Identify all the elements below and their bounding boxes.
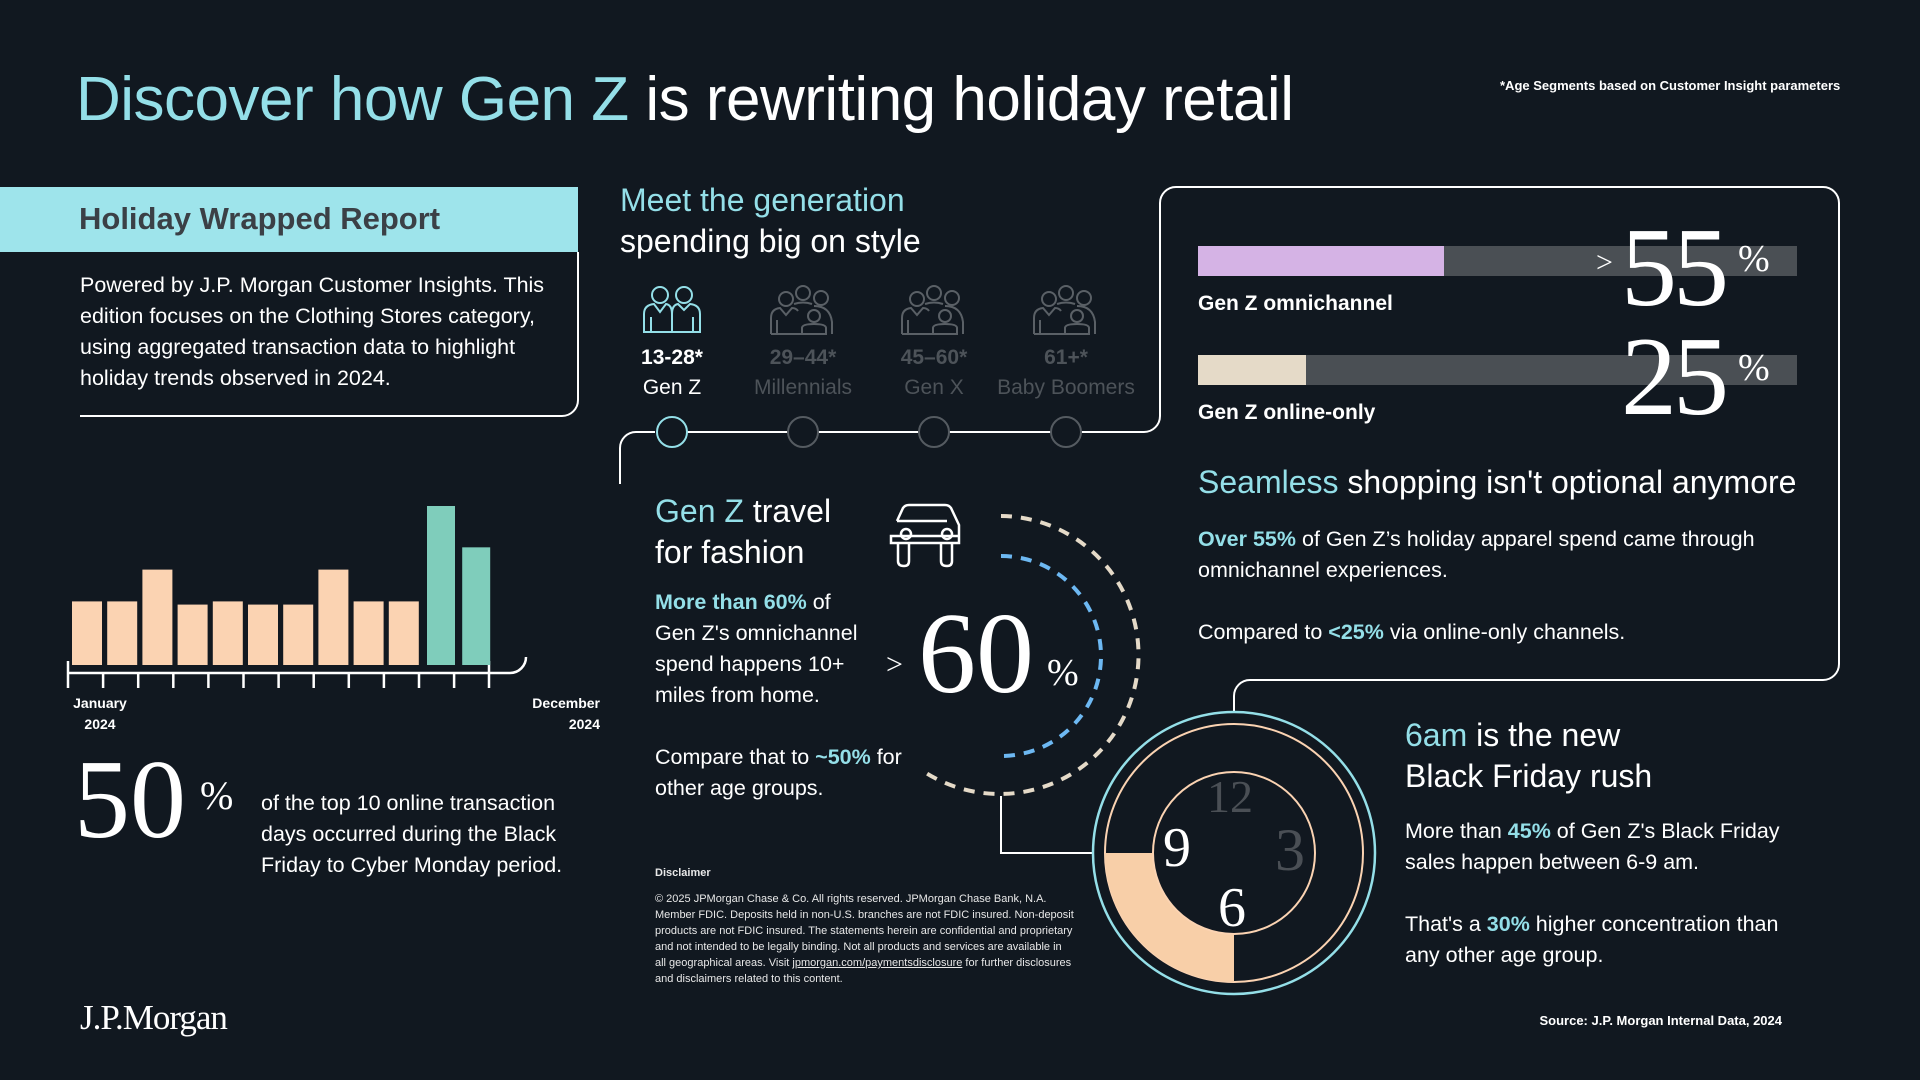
rush-heading: 6am is the new Black Friday rush: [1405, 717, 1653, 794]
channel-prefix: >: [1596, 246, 1613, 279]
stat-50-unit: %: [200, 773, 234, 818]
channel-bar-track: [1198, 246, 1797, 276]
segment-range: 45–60*: [900, 346, 968, 369]
rush-text-2: That's a 30% higher concentration than a…: [1405, 912, 1779, 967]
clock-12: 12: [1207, 771, 1253, 822]
bar-2: [107, 601, 138, 665]
travel-text-1: More than 60% of Gen Z's omnichannel spe…: [655, 590, 858, 707]
seamless-heading: Seamless shopping isn't optional anymore: [1198, 464, 1797, 500]
channel-label: Gen Z online-only: [1198, 401, 1376, 424]
family-icon: [901, 285, 964, 335]
bar-10: [388, 601, 419, 665]
rush-text-1: More than 45% of Gen Z's Black Friday sa…: [1405, 819, 1780, 874]
clock-6: 6: [1218, 877, 1246, 939]
clock-6-9-wedge: [1105, 853, 1234, 982]
jpmorgan-logo: J.P.Morgan: [80, 998, 228, 1037]
chart-end-label: December 2024: [532, 695, 600, 732]
channel-unit: %: [1738, 238, 1770, 280]
page-title: Discover how Gen Z is rewriting holiday …: [76, 65, 1294, 134]
disclaimer: Disclaimer © 2025 JPMorgan Chase & Co. Al…: [655, 867, 1074, 985]
outer-dashed-arc: [918, 514, 1141, 796]
family-people-icons: [770, 285, 1096, 335]
segment-1[interactable]: 13-28* Gen Z: [592, 346, 752, 400]
stat-60-unit: %: [1047, 652, 1079, 694]
clock-9: 9: [1163, 817, 1191, 879]
stat-60-prefix: >: [886, 648, 903, 681]
bar-8: [318, 569, 349, 665]
channel-label: Gen Z omnichannel: [1198, 292, 1393, 315]
channel-bar-fill: [1198, 246, 1444, 276]
segment-4[interactable]: 61+* Baby Boomers: [986, 346, 1146, 400]
seamless-text-1: Over 55% of Gen Z’s holiday apparel spen…: [1198, 527, 1755, 582]
segment-name: Gen Z: [642, 376, 702, 399]
disclosure-link[interactable]: jpmorgan.com/paymentsdisclosure: [792, 957, 963, 969]
stat-60-value: 60: [918, 590, 1034, 718]
generation-heading: Meet the generation spending big on style: [620, 182, 921, 259]
channel-value: 55: [1621, 206, 1729, 330]
car-icon: [889, 503, 961, 568]
bar-11: [427, 506, 455, 665]
channel-bar-fill: [1198, 355, 1306, 385]
segment-3[interactable]: 45–60* Gen X: [854, 346, 1014, 400]
travel-heading: Gen Z travel for fashion: [655, 493, 832, 570]
timeline-dots: [656, 416, 1082, 448]
stat-50-text: of the top 10 online transaction days oc…: [261, 791, 563, 877]
clock-graphic: [1091, 710, 1377, 996]
bar-4: [177, 604, 208, 665]
family-icon: [770, 285, 833, 335]
channel-unit: %: [1738, 347, 1770, 389]
bar-3: [142, 569, 173, 665]
source: Source: J.P. Morgan Internal Data, 2024: [1539, 1013, 1782, 1028]
segment-2[interactable]: 29–44* Millennials: [723, 346, 883, 400]
chart-start-label: January 2024: [73, 695, 127, 732]
channel-value: 25: [1621, 315, 1729, 439]
bar-6: [248, 604, 278, 665]
segment-range: 61+*: [1044, 346, 1088, 369]
age-segment-note: *Age Segments based on Customer Insight …: [1500, 78, 1841, 93]
seamless-text-2: Compared to <25% via online-only channel…: [1198, 620, 1626, 644]
bar-7: [283, 604, 314, 665]
report-intro: Powered by J.P. Morgan Customer Insights…: [80, 273, 545, 390]
bar-5: [212, 601, 243, 665]
bar-12: [462, 547, 491, 665]
segment-range: 13-28*: [641, 346, 703, 369]
report-banner: Holiday Wrapped Report: [0, 187, 578, 252]
bar-9: [353, 601, 384, 665]
gen-z-people-icon: [643, 286, 701, 333]
channel-bar-track: [1198, 355, 1797, 385]
bar-1: [72, 601, 102, 665]
clock-3: 3: [1275, 817, 1305, 883]
travel-text-2: Compare that to ~50% for other age group…: [655, 745, 902, 800]
segment-name: Millennials: [753, 376, 853, 399]
inner-dashed-arc: [1000, 554, 1103, 758]
family-icon: [1033, 285, 1096, 335]
segment-name: Baby Boomers: [997, 376, 1135, 399]
segment-range: 29–44*: [769, 346, 837, 369]
stat-50-value: 50: [74, 738, 186, 862]
segment-name: Gen X: [904, 376, 964, 399]
